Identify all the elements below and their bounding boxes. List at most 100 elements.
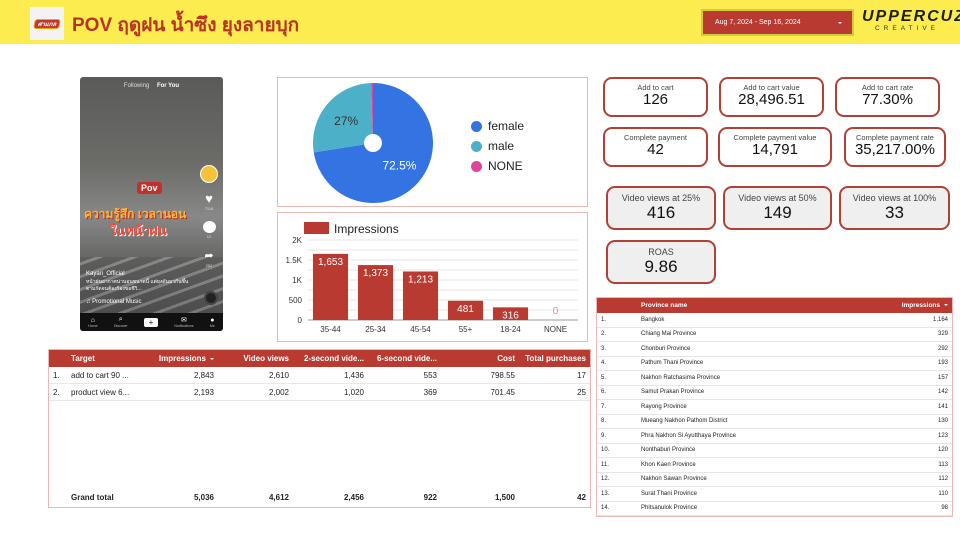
province-name: Nakhon Ratchasima Province [641,374,721,381]
legend-item-none: NONE [471,156,524,176]
nav-me: ● Me [209,316,215,328]
impressions-value: 193 [937,360,948,367]
table-row: 8. Mueang Nakhon Pathom District 130 [597,415,952,429]
table-row: 14. Phitsanulok Province 98 [597,502,952,516]
col-2s-video-views[interactable]: 2-second vide... [303,354,364,363]
x-tick-label: NONE [544,325,567,334]
province-name: Khon Kaen Province [641,461,696,468]
pie-legend: female male NONE [471,116,524,176]
pie-svg: 72.5% 27% [313,83,433,203]
nav-create: + [143,317,158,327]
bar-55+ [447,300,484,320]
x-tick-label: 35-44 [320,325,341,334]
music-disc-icon [204,291,218,305]
table-header: Province name Impressions [597,298,952,313]
kpi-label: ROAS [648,247,674,257]
col-impressions[interactable]: Impressions [882,302,952,309]
row-index: 6. [601,389,607,396]
kpi-video-views-100: Video views at 100% 33 [839,186,950,230]
legend-label: Impressions [334,222,399,236]
kpi-value: 33 [885,203,904,222]
report-header: ศาแกล POV ฤดูฝน น้ำซึง ยุงลายบุก Aug 7, … [0,0,960,44]
col-target[interactable]: Target [71,354,95,363]
impressions-value: 123 [937,432,948,439]
impressions-value: 141 [937,403,948,410]
legend-dot-female [471,120,482,132]
age-impressions-bar-chart: Impressions 0 500 1K 1.5K 2K 1,653 35-44 1,373 25… [277,212,588,342]
kpi-value: 42 [647,141,664,158]
province-name: Nakhon Sawan Province [641,476,707,483]
impressions-value: 120 [937,447,948,454]
bar-data-label: 0 [553,306,559,317]
row-index: 5. [601,374,607,381]
y-tick-label: 500 [289,296,303,305]
bar-data-label: 1,213 [408,274,433,285]
province-name: Surat Thani Province [641,490,697,497]
agency-name: UPPERCUZ [862,8,960,25]
video-description: หน้าฝนอากาศน่านอนขนาดนี้ แต่ยุงดันมากันซ… [86,279,189,292]
y-tick-label: 0 [298,316,303,325]
table-row: 12. Nakhon Sawan Province 112 [597,473,952,487]
province-name: Chonburi Province [641,345,691,352]
bar-data-label: 481 [457,304,474,315]
bar-45-54 [402,271,439,320]
bar-data-label: 316 [502,310,519,321]
legend-dot-none [471,160,482,172]
target-performance-table: Target Impressions Video views 2-second … [48,349,591,508]
kpi-add-to-cart: Add to cart 126 [603,77,708,117]
province-name: Samut Prakan Province [641,389,705,396]
legend-label: female [488,119,525,133]
video-username: Kayari_Official [86,271,125,277]
col-6s-video-views[interactable]: 6-second vide... [376,354,437,363]
province-rows: 1. Bangkok 1,164 2. Chiang Mai Province 329 3.… [597,313,952,516]
comment-count: 12 [206,234,212,239]
impressions-value: 142 [937,389,948,396]
nav-home: ⌂ Home [88,316,98,328]
province-name: Phitsanulok Province [641,505,698,512]
col-total-purchases[interactable]: Total purchases [525,354,586,363]
pie-center-hole [364,134,382,152]
table-row: 2. product view 6... 2,193 2,002 1,020 3… [49,384,590,401]
province-name: Chiang Mai Province [641,331,697,338]
logo-text: ศาแกล [33,18,61,29]
nav-discover: ⌕ Discover [113,316,128,328]
x-tick-label: 18-24 [500,325,521,334]
kpi-value: 14,791 [752,141,798,158]
date-range-picker[interactable]: Aug 7, 2024 - Sep 16, 2024 [701,9,854,36]
col-province-name[interactable]: Province name [641,302,688,309]
row-index: 14. [601,505,610,512]
col-video-views[interactable]: Video views [243,354,289,363]
kpi-label: Add to cart [637,83,674,92]
grand-total-label: Grand total [71,492,114,502]
brand-logo: ศาแกล [30,7,64,40]
pov-tag: Pov [137,182,162,194]
pie-slice-none [371,83,373,143]
kpi-complete-payment: Complete payment 42 [603,127,708,167]
tiktok-video-preview[interactable]: Following For You Pov ความรู้สึก เวลานอน… [80,77,223,331]
province-name: Mueang Nakhon Pathom District [641,418,728,425]
video-feed-tabs: Following For You [80,83,223,89]
col-impressions[interactable]: Impressions [141,354,214,363]
kpi-value: 9.86 [644,257,678,276]
row-index: 13. [601,490,610,497]
table-row: 2. Chiang Mai Province 329 [597,328,952,342]
pie-data-label: 27% [334,114,358,128]
table-row: 6. Samut Prakan Province 142 [597,386,952,400]
row-index: 9. [601,432,607,439]
kpi-add-to-cart-rate: Add to cart rate 77.30% [835,77,940,117]
col-cost[interactable]: Cost [497,354,515,363]
row-index: 12. [601,476,610,483]
row-index: 8. [601,418,607,425]
province-name: Pathum Thani Province [641,360,704,367]
bar-25-34 [357,265,394,320]
legend-swatch [304,222,329,234]
table-header: Target Impressions Video views 2-second … [49,350,590,367]
kpi-value: 149 [763,203,792,222]
table-row: 4. Pathum Thani Province 193 [597,357,952,371]
kpi-video-views-50: Video views at 50% 149 [723,186,832,230]
row-index: 4. [601,360,607,367]
impressions-value: 1,164 [932,316,948,323]
video-action-bar: ♥ 7116 12 ➦ 252 [199,165,219,268]
bar-35-44 [312,253,349,320]
nav-notifications: ✉ Notifications [174,317,194,328]
